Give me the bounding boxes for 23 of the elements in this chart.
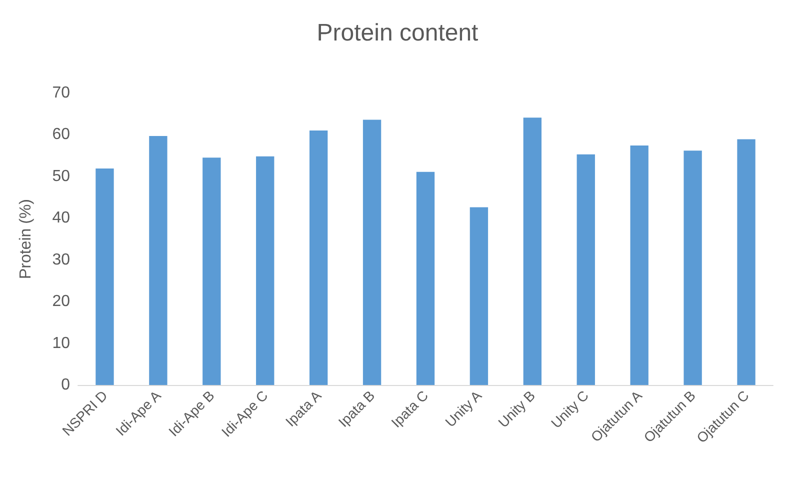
bar <box>630 146 648 385</box>
bar <box>309 130 328 385</box>
y-tick-label: 10 <box>52 334 70 352</box>
y-tick-label: 40 <box>52 210 70 227</box>
y-tick-label: 0 <box>61 376 70 394</box>
bar <box>362 120 382 385</box>
bar <box>96 168 114 385</box>
bar <box>523 118 542 385</box>
bar <box>256 156 274 385</box>
bar <box>416 172 435 385</box>
bar <box>576 154 595 385</box>
y-tick-label: 60 <box>52 126 70 144</box>
bar <box>202 158 221 385</box>
chart-title: Protein content <box>316 20 479 46</box>
bar <box>149 136 168 385</box>
y-tick-label: 20 <box>52 293 70 310</box>
bar <box>470 207 488 385</box>
y-tick-label: 30 <box>52 251 70 268</box>
y-tick-label: 50 <box>52 168 70 185</box>
bar <box>684 150 702 385</box>
bar <box>737 139 756 385</box>
y-tick-label: 70 <box>52 84 70 102</box>
y-axis-title: Protein (%) <box>18 198 34 280</box>
